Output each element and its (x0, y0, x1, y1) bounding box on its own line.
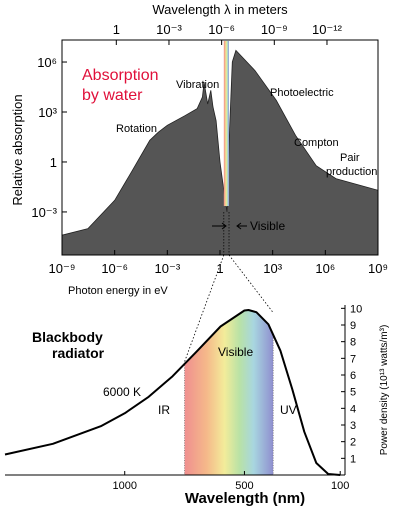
x2-tick-label: 10⁻⁹ (261, 22, 288, 37)
annotation-line: Visible (250, 219, 285, 233)
annotation-line: UV (280, 403, 297, 417)
x-tick-label: 10⁻⁶ (101, 261, 128, 276)
blackbody-curve (4, 309, 341, 476)
annotation-line: Rotation (116, 123, 157, 135)
x-tick-label: 100 (331, 480, 349, 492)
visible-band (223, 41, 230, 206)
y-tick-label: 9 (350, 320, 356, 332)
y-tick-label: 10⁻³ (31, 205, 57, 220)
annotation-line: Absorption (82, 67, 159, 84)
x-tick-label: 1000 (112, 480, 136, 492)
y-tick-label: 6 (350, 370, 356, 382)
annotation: Compton (294, 137, 339, 149)
y-tick-label: 10 (350, 303, 362, 315)
y-tick-label: 2 (350, 437, 356, 449)
y-tick-label: 10³ (38, 105, 57, 120)
annotation-line: production (326, 166, 377, 178)
annotation-line: radiator (52, 345, 105, 361)
x2-tick-label: 10⁻³ (156, 22, 182, 37)
x2-axis-title: Wavelength λ in meters (152, 2, 288, 17)
y-tick-label: 5 (350, 387, 356, 399)
zoom-line (184, 254, 225, 362)
y-tick-label: 1 (50, 155, 57, 170)
annotation-line: IR (158, 403, 170, 417)
zoom-line (228, 254, 274, 313)
x-tick-label: 10⁻⁹ (49, 261, 76, 276)
annotation-line: by water (82, 87, 143, 104)
y-tick-label: 1 (350, 453, 356, 465)
y-axis-title: Power density (10¹³ watts/m³) (379, 325, 390, 456)
arrow (212, 222, 227, 230)
annotation-line: 6000 K (103, 385, 141, 399)
annotation-line: Compton (294, 137, 339, 149)
annotation: Rotation (116, 123, 157, 135)
x2-tick-label: 1 (113, 22, 120, 37)
y-tick-label: 4 (350, 403, 356, 415)
x-tick-label: 10⁶ (315, 261, 335, 276)
annotation: Vibration (176, 79, 219, 91)
y-tick-label: 7 (350, 353, 356, 365)
annotation: UV (280, 403, 297, 417)
annotation: Blackbody radiator (32, 329, 105, 361)
x-tick-label: 10⁻³ (155, 261, 181, 276)
x-tick-label: 10³ (263, 261, 282, 276)
annotation: Pair production (326, 152, 377, 178)
x-tick-label: 500 (235, 480, 253, 492)
annotation-line: Pair (340, 152, 360, 164)
annotation-line: Blackbody (32, 329, 103, 345)
annotation-line: Vibration (176, 79, 219, 91)
x2-tick-label: 10⁻⁶ (208, 22, 235, 37)
annotation-line: Photoelectric (270, 87, 334, 99)
x-tick-label: 10⁹ (368, 261, 388, 276)
annotation: Visible (250, 219, 285, 233)
x-axis-title: Wavelength (nm) (185, 490, 305, 507)
y-tick-label: 10⁶ (37, 55, 57, 70)
annotation: 6000 K (103, 385, 141, 399)
absorption-area (61, 49, 379, 256)
annotation-line: Visible (218, 345, 253, 359)
annotation: IR (158, 403, 170, 417)
x-tick-label: 1 (216, 261, 223, 276)
annotation: Visible (218, 345, 253, 359)
y-axis-title: Relative absorption (10, 94, 25, 205)
annotation: Absorption by water (82, 67, 159, 104)
arrow (236, 222, 247, 230)
annotation: Photoelectric (270, 87, 334, 99)
x2-tick-label: 10⁻¹² (312, 22, 343, 37)
y-tick-label: 8 (350, 337, 356, 349)
x-axis-title: Photon energy in eV (68, 285, 168, 297)
y-tick-label: 3 (350, 420, 356, 432)
